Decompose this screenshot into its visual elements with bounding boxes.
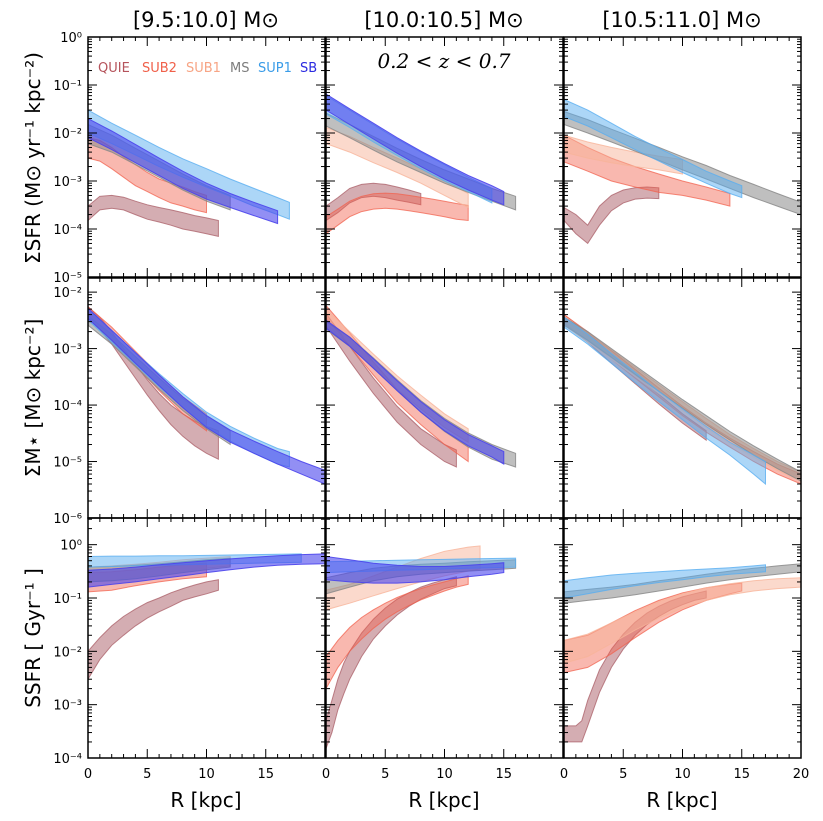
y-tick-label: 10⁻²	[53, 645, 82, 660]
bands	[564, 98, 801, 245]
x-axis-label: R [kpc]	[170, 788, 241, 812]
x-tick-label: 5	[619, 767, 627, 782]
legend-entry-sup1: SUP1	[258, 61, 292, 76]
legend-entry-sub2: SUB2	[142, 61, 177, 76]
y-tick-label: 10⁻⁴	[53, 223, 82, 238]
band-quie	[88, 579, 219, 681]
y-tick-label: 10⁻³	[53, 175, 82, 190]
x-tick-label: 10	[436, 767, 453, 782]
band-sub2	[326, 192, 469, 235]
bands	[88, 306, 325, 485]
panel: 0 5 10 15 20	[560, 517, 810, 782]
y-tick-label: 10⁻⁴	[53, 752, 82, 767]
bands	[564, 313, 801, 486]
column-titles: [9.5:10.0] M⊙ [10.0:10.5] M⊙ [10.5:11.0]…	[133, 8, 762, 32]
bands	[88, 109, 290, 238]
band-sup1	[564, 316, 766, 486]
y-tick-label: 10⁻³	[53, 343, 82, 358]
bands	[326, 304, 517, 468]
x-axis-label: R [kpc]	[408, 788, 479, 812]
band-sup1	[564, 564, 766, 599]
panel	[563, 277, 802, 519]
legend-entry-ms: MS	[230, 61, 249, 76]
panel-frame	[325, 277, 564, 519]
x-tick-label: 0	[560, 767, 568, 782]
x-tick-label: 0	[322, 767, 330, 782]
x-tick-label: 10	[198, 767, 215, 782]
bands	[326, 93, 517, 235]
x-axis-labels: R [kpc] R [kpc] R [kpc]	[170, 788, 717, 812]
band-quie	[326, 182, 422, 222]
panel: 10⁻⁴ 10⁻³ 10⁻² 10⁻¹ 10⁰ 0 5 10 15	[53, 517, 326, 782]
panel	[563, 36, 802, 278]
band-sup1	[564, 98, 743, 199]
x-tick-label: 5	[381, 767, 389, 782]
column-title: [10.0:10.5] M⊙	[364, 8, 523, 32]
bands	[564, 563, 801, 743]
row-ylabel: ΣSFR (M⊙ yr⁻¹ kpc⁻²)	[21, 52, 45, 264]
y-tick-label: 10⁻¹	[53, 592, 82, 607]
y-tick-label: 10⁻²	[53, 127, 82, 142]
legend: QUIE SUB2 SUB1 MS SUP1 SB	[98, 61, 317, 76]
legend-entry-sb: SB	[300, 61, 317, 76]
row-ylabels: ΣSFR (M⊙ yr⁻¹ kpc⁻²) ΣM⋆ [M⊙ kpc⁻²] SSFR…	[21, 52, 45, 708]
panel: 10⁻⁵ 10⁻⁴ 10⁻³ 10⁻² 10⁻¹ 10⁰	[53, 31, 326, 286]
legend-entry-quie: QUIE	[98, 61, 130, 76]
x-tick-label: 20	[793, 767, 810, 782]
y-tick-label: 10⁻⁴	[53, 399, 82, 414]
row-ylabel: SSFR [ Gyr⁻¹ ]	[21, 568, 45, 708]
band-sb	[326, 319, 505, 465]
y-tick-label: 10⁻⁶	[53, 512, 82, 527]
band-quie	[88, 194, 219, 238]
x-tick-label: 15	[733, 767, 750, 782]
x-axis-label: R [kpc]	[646, 788, 717, 812]
band-quie	[564, 186, 660, 245]
y-tick-label: 10⁰	[60, 31, 82, 46]
row-ylabel: ΣM⋆ [M⊙ kpc⁻²]	[21, 319, 45, 478]
panel-frame	[87, 277, 326, 519]
y-tick-label: 10⁻⁵	[53, 456, 82, 471]
band-sb	[326, 93, 505, 206]
band-sb	[88, 553, 325, 588]
panel: 0 5 10 15	[322, 517, 564, 782]
band-sub2	[326, 575, 469, 690]
column-title: [10.5:11.0] M⊙	[602, 8, 761, 32]
band-sb	[88, 307, 325, 485]
x-tick-label: 5	[143, 767, 151, 782]
band-sub1	[564, 577, 801, 664]
y-tick-label: 10⁻¹	[53, 79, 82, 94]
band-sb	[326, 555, 505, 584]
y-tick-label: 10⁰	[60, 539, 82, 554]
bands	[88, 553, 325, 681]
panels: 10⁻⁵10⁻⁴10⁻³10⁻²10⁻¹10⁰10⁻⁶10⁻⁵10⁻⁴10⁻³1…	[53, 31, 809, 782]
x-tick-label: 10	[674, 767, 691, 782]
bands	[326, 545, 517, 749]
band-sb	[88, 118, 279, 225]
y-tick-label: 10⁻⁵	[53, 271, 82, 286]
band-ms	[564, 316, 801, 482]
redshift-annotation: 0.2 < z < 0.7	[377, 49, 510, 73]
band-sub1	[564, 134, 683, 175]
band-quie	[326, 312, 457, 468]
x-tick-label: 0	[84, 767, 92, 782]
x-tick-label: 15	[257, 767, 274, 782]
x-tick-label: 15	[495, 767, 512, 782]
legend-entry-sub1: SUB1	[186, 61, 221, 76]
panel	[325, 36, 564, 278]
column-title: [9.5:10.0] M⊙	[133, 8, 279, 32]
band-quie	[326, 576, 457, 749]
y-tick-label: 10⁻³	[53, 699, 82, 714]
y-tick-label: 10⁻²	[53, 286, 82, 301]
panel	[325, 277, 564, 519]
panel: 10⁻⁶ 10⁻⁵ 10⁻⁴ 10⁻³ 10⁻²	[53, 277, 326, 527]
